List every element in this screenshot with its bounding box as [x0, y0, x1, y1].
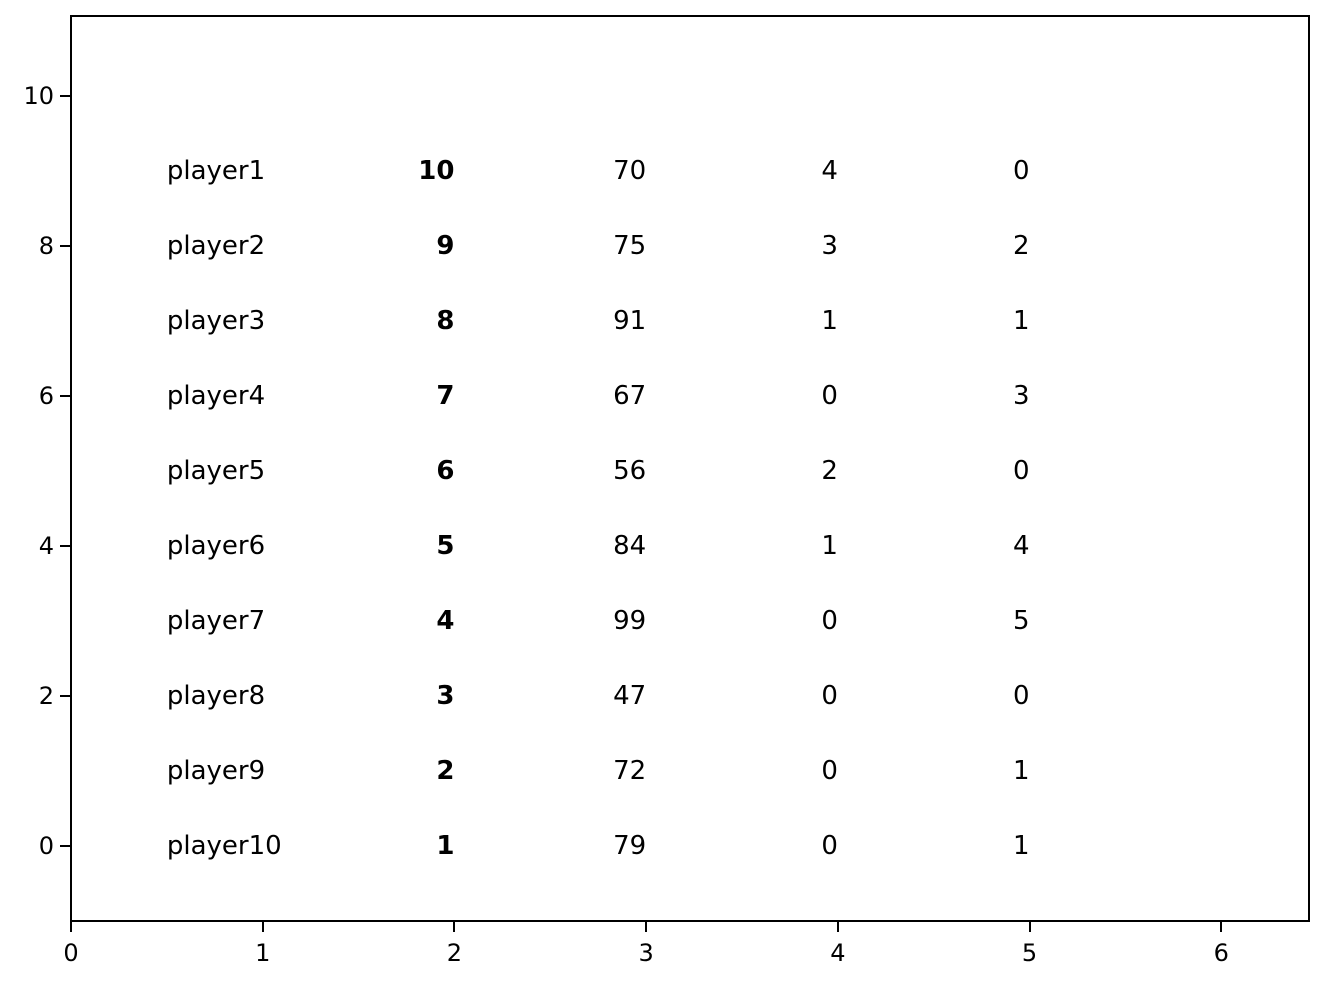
rank-cell: 1 — [436, 831, 455, 861]
value-cell: 70 — [613, 156, 647, 186]
player-name-cell: player5 — [166, 456, 266, 486]
value-cell: 1 — [821, 306, 838, 336]
rank-cell: 3 — [436, 681, 455, 711]
value-cell: 47 — [613, 681, 647, 711]
value-cell: 1 — [821, 531, 838, 561]
x-tick-label: 5 — [1021, 939, 1038, 967]
plot-area — [70, 15, 1310, 922]
value-cell: 99 — [613, 606, 647, 636]
rank-cell: 8 — [436, 306, 455, 336]
value-cell: 1 — [1013, 756, 1030, 786]
value-cell: 5 — [1013, 606, 1030, 636]
value-cell: 2 — [1013, 231, 1030, 261]
x-tick-mark — [1220, 922, 1223, 932]
value-cell: 1 — [1013, 831, 1030, 861]
value-cell: 3 — [821, 231, 838, 261]
y-tick-label: 10 — [23, 82, 54, 110]
value-cell: 3 — [1013, 381, 1030, 411]
x-tick-mark — [70, 922, 72, 932]
x-tick-mark — [836, 922, 839, 932]
y-tick-label: 4 — [38, 532, 54, 560]
y-tick-mark — [60, 95, 70, 97]
player-name-cell: player8 — [166, 681, 266, 711]
y-tick-mark — [60, 545, 70, 547]
value-cell: 0 — [1013, 156, 1030, 186]
rank-cell: 9 — [436, 231, 455, 261]
value-cell: 0 — [821, 606, 838, 636]
value-cell: 56 — [613, 456, 647, 486]
value-cell: 84 — [613, 531, 647, 561]
y-tick-label: 2 — [38, 682, 54, 710]
y-tick-label: 0 — [38, 832, 54, 860]
value-cell: 2 — [821, 456, 838, 486]
rank-cell: 2 — [436, 756, 455, 786]
x-tick-mark — [645, 922, 648, 932]
value-cell: 1 — [1013, 306, 1030, 336]
player-name-cell: player6 — [166, 531, 266, 561]
rank-cell: 6 — [436, 456, 455, 486]
value-cell: 0 — [821, 756, 838, 786]
value-cell: 0 — [1013, 681, 1030, 711]
player-name-cell: player2 — [166, 231, 266, 261]
value-cell: 0 — [821, 381, 838, 411]
value-cell: 67 — [613, 381, 647, 411]
rank-cell: 10 — [418, 156, 455, 186]
x-tick-label: 2 — [446, 939, 463, 967]
rank-cell: 4 — [436, 606, 455, 636]
x-tick-label: 4 — [830, 939, 846, 967]
value-cell: 91 — [613, 306, 647, 336]
player-name-cell: player9 — [166, 756, 266, 786]
x-tick-label: 6 — [1213, 939, 1229, 967]
y-tick-mark — [60, 845, 70, 847]
x-tick-mark — [453, 922, 456, 932]
value-cell: 4 — [1013, 531, 1030, 561]
player-name-cell: player7 — [166, 606, 266, 636]
value-cell: 0 — [821, 831, 838, 861]
y-tick-label: 8 — [38, 232, 54, 260]
y-tick-mark — [60, 245, 70, 247]
value-cell: 4 — [821, 156, 838, 186]
x-tick-label: 0 — [63, 939, 79, 967]
y-tick-mark — [60, 695, 70, 697]
value-cell: 0 — [821, 681, 838, 711]
player-name-cell: player1 — [166, 156, 266, 186]
rank-cell: 7 — [436, 381, 455, 411]
value-cell: 79 — [613, 831, 647, 861]
x-tick-label: 3 — [638, 939, 654, 967]
rank-cell: 5 — [436, 531, 455, 561]
x-tick-mark — [261, 922, 264, 932]
y-tick-mark — [60, 395, 70, 397]
y-tick-label: 6 — [38, 382, 54, 410]
player-name-cell: player4 — [166, 381, 266, 411]
value-cell: 75 — [613, 231, 647, 261]
value-cell: 72 — [613, 756, 647, 786]
value-cell: 0 — [1013, 456, 1030, 486]
x-tick-label: 1 — [255, 939, 271, 967]
x-tick-mark — [1028, 922, 1031, 932]
player-name-cell: player3 — [166, 306, 266, 336]
player-name-cell: player10 — [166, 831, 282, 861]
